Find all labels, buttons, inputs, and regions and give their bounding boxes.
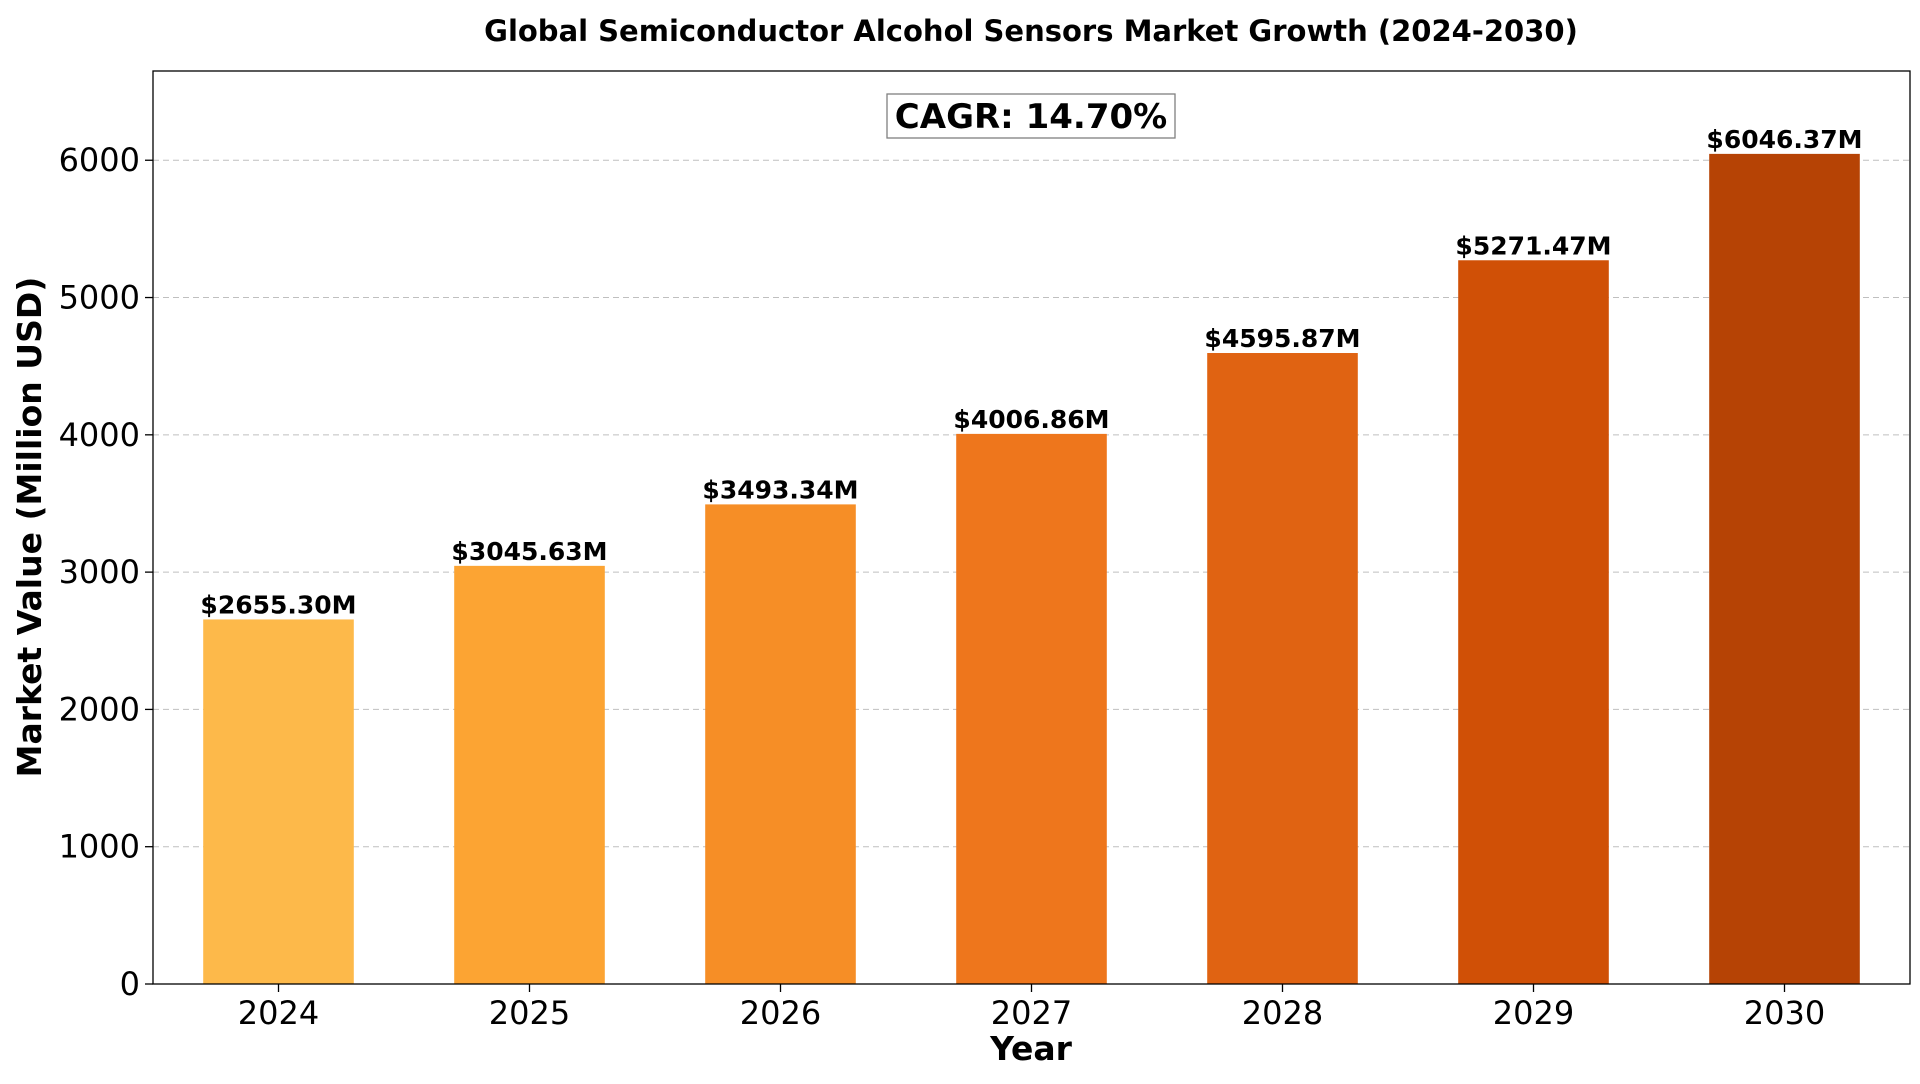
y-tick-label: 4000 xyxy=(59,416,140,454)
bar-2028 xyxy=(1207,353,1358,984)
bar-2029 xyxy=(1458,260,1609,985)
data-label-2027: $4006.86M xyxy=(953,405,1109,434)
data-label-2024: $2655.30M xyxy=(200,590,356,619)
y-axis-label: Market Value (Million USD) xyxy=(10,277,49,778)
bar-2025 xyxy=(454,565,605,984)
chart-title: Global Semiconductor Alcohol Sensors Mar… xyxy=(484,14,1578,48)
y-tick-label: 3000 xyxy=(59,553,140,591)
cagr-annotation: CAGR: 14.70% xyxy=(886,93,1176,139)
x-tick-label: 2029 xyxy=(1493,994,1574,1032)
x-axis-label: Year xyxy=(989,1029,1073,1068)
data-label-2028: $4595.87M xyxy=(1204,324,1360,353)
x-tick-label: 2028 xyxy=(1242,994,1323,1032)
data-label-2025: $3045.63M xyxy=(451,537,607,566)
bar-2026 xyxy=(705,504,856,984)
data-labels: $2655.30M $3045.63M $3493.34M $4006.86M $459… xyxy=(200,125,1862,620)
bar-2030 xyxy=(1709,153,1860,984)
y-tick-label: 0 xyxy=(120,965,140,1003)
cagr-text: CAGR: 14.70% xyxy=(895,97,1167,137)
x-tick-label: 2030 xyxy=(1744,994,1825,1032)
data-label-2030: $6046.37M xyxy=(1706,125,1862,154)
x-tick-label: 2025 xyxy=(489,994,570,1032)
x-tick-label: 2027 xyxy=(991,994,1072,1032)
cagr-box xyxy=(886,93,1176,139)
x-tick-label: 2024 xyxy=(238,994,319,1032)
axis-ticks: 0 1000 2000 3000 4000 5000 6000 2024 2025 2026 202… xyxy=(59,141,1826,1032)
y-tick-label: 1000 xyxy=(59,828,140,866)
bar-2027 xyxy=(956,433,1107,984)
y-tick-label: 5000 xyxy=(59,279,140,317)
y-tick-label: 6000 xyxy=(59,141,140,179)
data-label-2026: $3493.34M xyxy=(702,475,858,504)
y-tick-label: 2000 xyxy=(59,690,140,728)
data-label-2029: $5271.47M xyxy=(1455,231,1611,260)
x-tick-label: 2026 xyxy=(740,994,821,1032)
grid-lines xyxy=(153,159,1910,848)
bar-2024 xyxy=(203,619,354,984)
bars xyxy=(203,153,1860,985)
